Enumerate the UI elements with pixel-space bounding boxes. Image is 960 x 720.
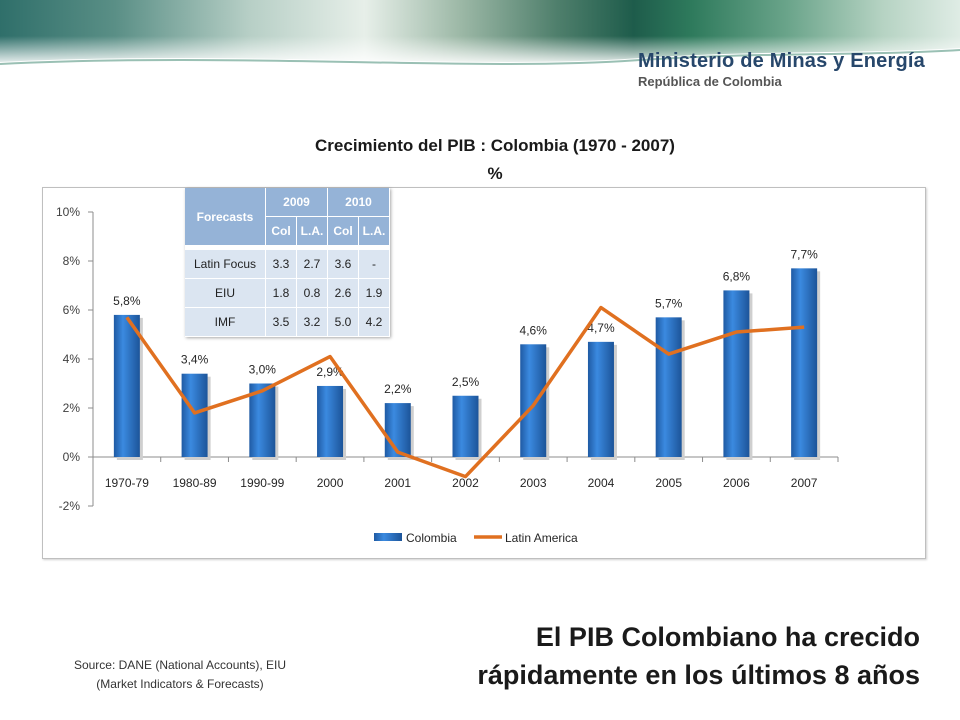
bar-colombia xyxy=(181,373,208,457)
bar-colombia xyxy=(520,344,547,457)
forecasts-table: Forecasts 2009 2010 Col L.A. Col L.A. La… xyxy=(185,188,390,337)
bar-data-label: 3,0% xyxy=(249,363,277,377)
ministry-logo-text: Ministerio de Minas y Energía República … xyxy=(638,50,925,89)
bar-colombia xyxy=(791,268,818,457)
table-cell: 0.8 xyxy=(296,278,328,308)
y-tick-label: 4% xyxy=(63,352,81,366)
source-note: Source: DANE (National Accounts), EIU (M… xyxy=(40,656,320,694)
x-tick-label: 2000 xyxy=(317,476,344,490)
bar-colombia xyxy=(452,395,479,457)
bar-colombia xyxy=(655,317,682,457)
row-label: IMF xyxy=(185,307,266,337)
y-tick-label: 2% xyxy=(63,401,81,415)
y-tick-label: 8% xyxy=(63,254,81,268)
bar-data-label: 5,7% xyxy=(655,296,683,310)
table-cell: 2.6 xyxy=(327,278,359,308)
legend-label-colombia: Colombia xyxy=(406,531,457,545)
x-tick-label: 2004 xyxy=(588,476,615,490)
x-tick-label: 1980-89 xyxy=(173,476,217,490)
bar-data-label: 7,7% xyxy=(790,247,818,261)
table-cell: 3.5 xyxy=(265,307,297,337)
bar-data-label: 4,6% xyxy=(520,323,548,337)
ministry-country: República de Colombia xyxy=(638,74,782,89)
x-tick-label: 2002 xyxy=(452,476,479,490)
bar-colombia xyxy=(249,383,276,457)
table-cell: 1.9 xyxy=(358,278,390,308)
table-row: IMF 3.5 3.2 5.0 4.2 xyxy=(185,307,390,337)
y-tick-label: 10% xyxy=(56,205,80,219)
table-cell: 4.2 xyxy=(358,307,390,337)
bar-data-label: 2,5% xyxy=(452,375,480,389)
bar-colombia xyxy=(384,403,411,457)
bar-data-label: 5,8% xyxy=(113,294,141,308)
bar-data-label: 6,8% xyxy=(723,269,751,283)
x-tick-label: 2001 xyxy=(384,476,411,490)
subheader-la-2009: L.A. xyxy=(296,216,328,246)
legend-label-latin-america: Latin America xyxy=(505,531,578,545)
ministry-name: Ministerio de Minas y Energía xyxy=(638,50,925,72)
table-cell: 5.0 xyxy=(327,307,359,337)
source-line-1: Source: DANE (National Accounts), EIU xyxy=(73,658,287,672)
row-label: EIU xyxy=(185,278,266,308)
legend-swatch-colombia xyxy=(374,533,402,541)
bar-colombia xyxy=(317,385,344,457)
bar-colombia xyxy=(587,341,614,457)
subheader-col-2010: Col xyxy=(327,216,359,246)
subheader-col-2009: Col xyxy=(265,216,297,246)
table-row: Latin Focus 3.3 2.7 3.6 - xyxy=(185,249,390,279)
header-banner: Ministerio de Minas y Energía República … xyxy=(0,0,960,100)
y-tick-label: 6% xyxy=(63,303,81,317)
header-photo-strip xyxy=(0,0,960,62)
bar-colombia xyxy=(723,290,750,457)
table-cell: 3.3 xyxy=(265,249,297,279)
bar-data-label: 3,4% xyxy=(181,353,209,367)
year-header-2010: 2010 xyxy=(327,188,390,217)
banner-wave-graphic xyxy=(0,48,960,100)
x-tick-label: 1990-99 xyxy=(240,476,284,490)
x-tick-label: 2005 xyxy=(655,476,682,490)
source-line-2: (Market Indicators & Forecasts) xyxy=(96,677,264,691)
table-row: EIU 1.8 0.8 2.6 1.9 xyxy=(185,278,390,308)
headline-line-2: rápidamente en los últimos 8 años xyxy=(477,660,920,690)
table-cell: 3.6 xyxy=(327,249,359,279)
bar-colombia xyxy=(113,314,140,457)
series-line-latin-america xyxy=(125,305,805,479)
table-cell: - xyxy=(358,249,390,279)
x-tick-label: 2006 xyxy=(723,476,750,490)
table-cell: 1.8 xyxy=(265,278,297,308)
bar-data-label: 4,7% xyxy=(587,321,615,335)
forecasts-corner-header: Forecasts xyxy=(185,188,266,246)
chart-title-unit: % xyxy=(487,164,503,183)
row-label: Latin Focus xyxy=(185,249,266,279)
chart-title: Crecimiento del PIB : Colombia (1970 - 2… xyxy=(315,136,675,155)
table-cell: 2.7 xyxy=(296,249,328,279)
y-tick-label: -2% xyxy=(59,499,81,513)
subheader-la-2010: L.A. xyxy=(358,216,390,246)
y-tick-label: 0% xyxy=(63,450,81,464)
headline-line-1: El PIB Colombiano ha crecido xyxy=(535,622,920,652)
headline: El PIB Colombiano ha crecido rápidamente… xyxy=(360,618,920,694)
table-cell: 3.2 xyxy=(296,307,328,337)
bar-data-label: 2,2% xyxy=(384,382,412,396)
x-tick-label: 1970-79 xyxy=(105,476,149,490)
x-tick-label: 2007 xyxy=(791,476,818,490)
year-header-2009: 2009 xyxy=(265,188,328,217)
x-tick-label: 2003 xyxy=(520,476,547,490)
